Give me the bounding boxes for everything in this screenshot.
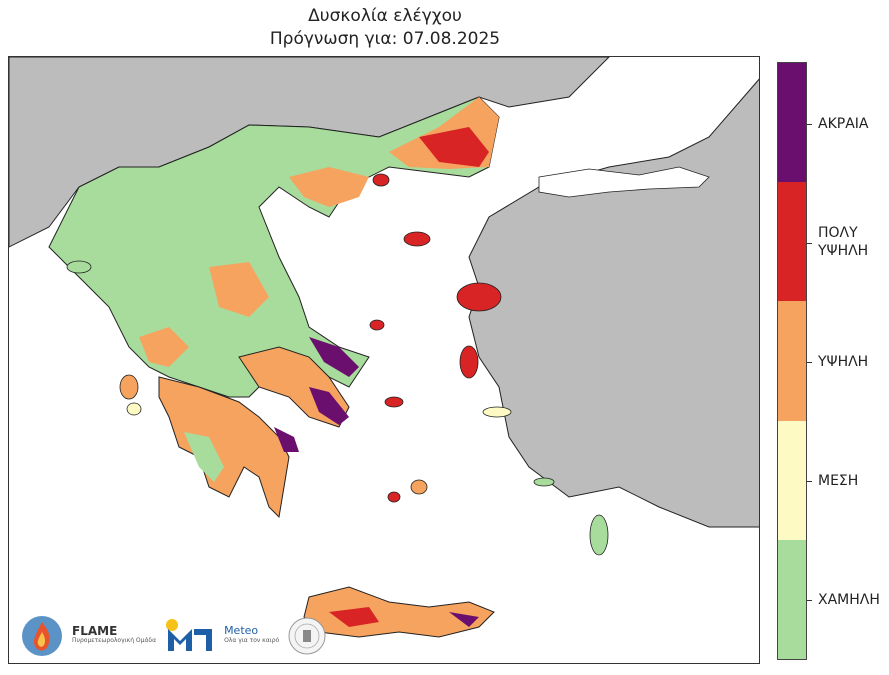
legend-band-extreme (778, 63, 806, 183)
thessaly-high (209, 262, 269, 317)
flame-logo-icon (22, 616, 62, 656)
legend-tick (807, 362, 812, 363)
institute-seal-icon (288, 617, 326, 655)
kefalonia (119, 374, 139, 400)
naxos (410, 479, 428, 495)
legend-label-very-high: ΠΟΛΥ ΥΨΗΛΗ (818, 225, 869, 259)
flame-name: FLAME (72, 624, 118, 638)
lemnos (403, 231, 431, 247)
meteo-logo-icon (166, 619, 213, 651)
crete-extreme (449, 612, 479, 627)
legend-tick (807, 124, 812, 125)
greece-map (9, 57, 759, 638)
map-frame[interactable] (8, 56, 760, 664)
flame-subtitle: Πυρομετεωρολογική Ομάδα (72, 637, 157, 644)
legend-band-medium (778, 420, 806, 540)
rhodes (589, 514, 609, 556)
thasos (372, 173, 390, 187)
meteo-text: Meteo Ολα για τον καιρό (224, 624, 280, 646)
crete-very-high (329, 607, 379, 627)
legend-colorbar (777, 62, 807, 660)
legend-band-high (778, 301, 806, 421)
legend-label-extreme: ΑΚΡΑΙΑ (818, 116, 869, 132)
legend-band-low (778, 539, 806, 660)
chios (459, 345, 479, 379)
andros (384, 396, 404, 408)
argolida-extreme (274, 427, 299, 452)
corfu (66, 260, 92, 274)
samos (482, 406, 512, 418)
flame-text: FLAME Πυρομετεωρολογική Ομάδα (72, 624, 157, 646)
skyros (369, 319, 385, 331)
turkey-land (468, 78, 759, 528)
marmara-sea (538, 166, 710, 198)
lesvos (456, 282, 502, 312)
legend-tick (807, 481, 812, 482)
epirus-high (139, 327, 189, 367)
logos-strip: FLAME Πυρομετεωρολογική Ομάδα Meteo Ολα … (20, 612, 327, 660)
evia-extreme (309, 337, 359, 377)
legend-band-very-high (778, 182, 806, 302)
legend-tick (807, 243, 812, 244)
macedonia-high (289, 167, 369, 207)
peloponnese (158, 376, 290, 519)
map-title: Δυσκολία ελέγχου (308, 6, 462, 26)
attica-extreme (309, 387, 349, 425)
kos (533, 477, 555, 487)
paros (387, 491, 401, 503)
mainland-greece (48, 96, 500, 398)
legend-label-high: ΥΨΗΛΗ (818, 354, 869, 370)
thrace-very-high (419, 127, 489, 167)
legend-label-medium: ΜΕΣΗ (818, 473, 859, 489)
map-subtitle: Πρόγνωση για: 07.08.2025 (269, 29, 501, 49)
meteo-name: Meteo (224, 624, 259, 637)
zakynthos (126, 402, 142, 416)
legend-label-low: ΧΑΜΗΛΗ (818, 592, 880, 608)
peloponnese-green (184, 432, 224, 482)
legend-tick (807, 600, 812, 601)
meteo-subtitle: Ολα για τον καιρό (224, 637, 280, 644)
